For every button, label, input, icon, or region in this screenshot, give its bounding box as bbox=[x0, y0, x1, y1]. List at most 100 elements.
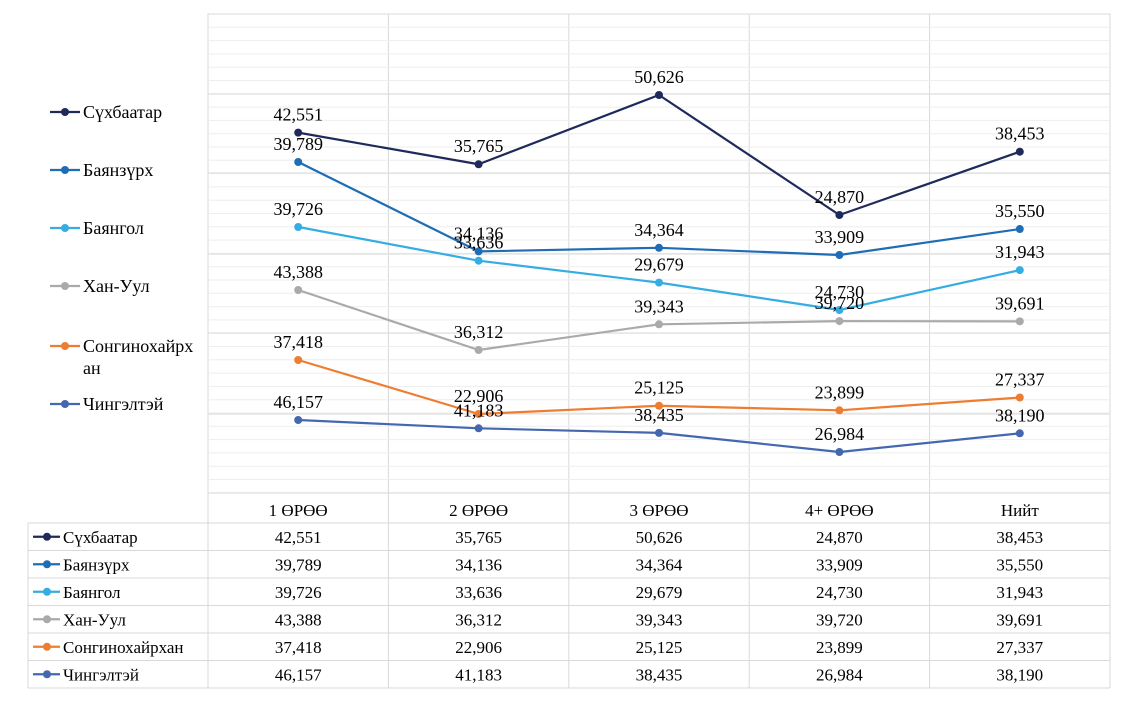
data-point-сонгинохайрхан bbox=[1015, 393, 1024, 402]
data-point-баянгол bbox=[474, 256, 483, 265]
data-label-хан-уул: 39,720 bbox=[815, 293, 865, 313]
table-cell: 27,337 bbox=[996, 638, 1043, 657]
legend-entry-хан-уул: Хан-Уул bbox=[83, 276, 150, 296]
table-cell: 26,984 bbox=[816, 665, 863, 684]
gridlines bbox=[207, 13, 1111, 494]
data-label-баянгол: 33,636 bbox=[454, 233, 504, 253]
data-point-сүхбаатар bbox=[835, 211, 844, 219]
data-label-сонгинохайрхан: 23,899 bbox=[815, 382, 865, 402]
data-label-баянзүрх: 33,909 bbox=[815, 227, 865, 247]
table-header-cell: Нийт bbox=[1001, 501, 1039, 520]
data-point-чингэлтэй bbox=[1015, 429, 1024, 438]
legend-marker-хан-уул bbox=[61, 282, 69, 290]
legend-entry-сүхбаатар: Сүхбаатар bbox=[83, 102, 162, 122]
data-label-сонгинохайрхан: 25,125 bbox=[634, 378, 684, 398]
table-cell: 24,870 bbox=[816, 528, 863, 547]
data-label-баянгол: 24,730 bbox=[815, 282, 865, 302]
data-point-чингэлтэй bbox=[655, 428, 663, 437]
data-point-хан-уул bbox=[474, 346, 483, 354]
table-legend-marker-сүхбаатар bbox=[43, 532, 51, 541]
data-label-чингэлтэй: 46,157 bbox=[273, 392, 323, 412]
data-point-сонгинохайрхан bbox=[655, 401, 663, 410]
data-label-хан-уул: 39,343 bbox=[634, 296, 684, 316]
table-cell: 33,636 bbox=[455, 583, 502, 602]
legend-entry-баянгол: Баянгол bbox=[83, 218, 144, 238]
legend-marker-чингэлтэй bbox=[61, 400, 69, 408]
data-label-сүхбаатар: 24,870 bbox=[815, 187, 865, 207]
data-point-баянзүрх bbox=[474, 247, 483, 256]
legend-marker-баянзүрх bbox=[61, 166, 69, 174]
legend: Сүхбаатар Баянзүрх Баянгол Хан-Уул Сонгиноха… bbox=[50, 102, 193, 414]
table-cell: 38,190 bbox=[996, 665, 1043, 684]
table-cell: 39,720 bbox=[816, 610, 863, 629]
data-label-чингэлтэй: 26,984 bbox=[815, 424, 865, 444]
data-point-баянзүрх bbox=[294, 158, 303, 166]
data-label-баянзүрх: 34,364 bbox=[634, 220, 684, 240]
table-cell: 25,125 bbox=[636, 638, 683, 657]
data-point-хан-уул bbox=[294, 286, 303, 294]
table-cell: 46,157 bbox=[275, 665, 322, 684]
data-label-баянзүрх: 35,550 bbox=[995, 201, 1045, 221]
data-label-чингэлтэй: 38,190 bbox=[995, 405, 1045, 425]
data-point-сүхбаатар bbox=[1015, 147, 1024, 156]
data-point-сүхбаатар bbox=[655, 91, 663, 99]
table-cell: 35,765 bbox=[455, 528, 502, 547]
data-point-сонгинохайрхан bbox=[835, 406, 844, 415]
series-line-баянзүрх bbox=[297, 161, 1020, 257]
data-label-сонгинохайрхан: 27,337 bbox=[995, 370, 1045, 390]
data-label-баянгол: 31,943 bbox=[995, 242, 1045, 262]
legend-entry-сонгинохайрхан: ан bbox=[83, 358, 101, 378]
table-cell: 34,136 bbox=[455, 555, 502, 574]
table-row-label: Хан-Уул bbox=[63, 610, 126, 629]
table-header-cell: 3 ӨРӨӨ bbox=[629, 501, 688, 520]
data-point-хан-уул bbox=[655, 320, 663, 329]
legend-entry-сонгинохайрхан: Сонгинохайрх bbox=[83, 336, 193, 356]
table-legend-marker-хан-уул bbox=[43, 615, 51, 624]
table-cell: 50,626 bbox=[636, 528, 683, 547]
table-legend-marker-сонгинохайрхан bbox=[43, 642, 51, 651]
data-point-баянгол bbox=[294, 223, 303, 231]
data-point-сонгинохайрхан bbox=[474, 410, 483, 418]
data-label-сүхбаатар: 50,626 bbox=[634, 67, 684, 87]
table-cell: 36,312 bbox=[455, 610, 502, 629]
table-cell: 42,551 bbox=[275, 528, 322, 547]
data-point-хан-уул bbox=[1015, 317, 1024, 326]
legend-entry-чингэлтэй: Чингэлтэй bbox=[83, 394, 164, 414]
table-row-label: Баянгол bbox=[63, 583, 121, 602]
table-header-cell: 4+ ӨРӨӨ bbox=[805, 501, 874, 520]
data-label-сүхбаатар: 35,765 bbox=[454, 136, 504, 156]
data-label-хан-уул: 36,312 bbox=[454, 322, 504, 342]
legend-marker-баянгол bbox=[61, 224, 69, 232]
table-cell: 39,691 bbox=[996, 610, 1043, 629]
table-row-label: Сонгинохайрхан bbox=[63, 638, 184, 657]
table-cell: 39,726 bbox=[275, 583, 322, 602]
data-point-баянзүрх bbox=[1015, 225, 1024, 234]
data-point-чингэлтэй bbox=[474, 424, 483, 433]
legend-entry-баянзүрх: Баянзүрх bbox=[83, 160, 153, 180]
data-label-баянзүрх: 34,136 bbox=[454, 223, 504, 243]
data-label-баянзүрх: 39,789 bbox=[273, 134, 323, 154]
table-row-label: Сүхбаатар bbox=[63, 528, 138, 547]
table-cell: 23,899 bbox=[816, 638, 863, 657]
table-legend-marker-баянгол bbox=[43, 587, 51, 596]
data-point-сүхбаатар bbox=[474, 160, 483, 169]
data-point-баянгол bbox=[835, 306, 844, 314]
table-cell: 38,453 bbox=[996, 528, 1043, 547]
data-point-чингэлтэй bbox=[835, 448, 844, 456]
table-cell: 37,418 bbox=[275, 638, 322, 657]
data-point-баянзүрх bbox=[835, 251, 844, 259]
table-header-cell: 1 ӨРӨӨ bbox=[269, 501, 328, 520]
table-cell: 41,183 bbox=[455, 665, 502, 684]
series-line-сүхбаатар bbox=[298, 93, 1021, 217]
data-point-сонгинохайрхан bbox=[294, 356, 303, 364]
data-point-баянзүрх bbox=[655, 243, 663, 252]
table-cell: 39,343 bbox=[636, 610, 683, 629]
legend-marker-сонгинохайрхан bbox=[61, 342, 69, 350]
table-legend-marker-баянзүрх bbox=[43, 560, 51, 569]
table-cell: 35,550 bbox=[996, 555, 1043, 574]
table-row-label: Чингэлтэй bbox=[63, 665, 139, 684]
data-label-сонгинохайрхан: 22,906 bbox=[454, 386, 504, 406]
data-table: 1 ӨРӨӨ 2 ӨРӨӨ 3 ӨРӨӨ 4+ ӨРӨӨ Нийт Сүхбаатар 42… bbox=[27, 492, 1111, 689]
data-label-чингэлтэй: 41,183 bbox=[454, 400, 504, 420]
